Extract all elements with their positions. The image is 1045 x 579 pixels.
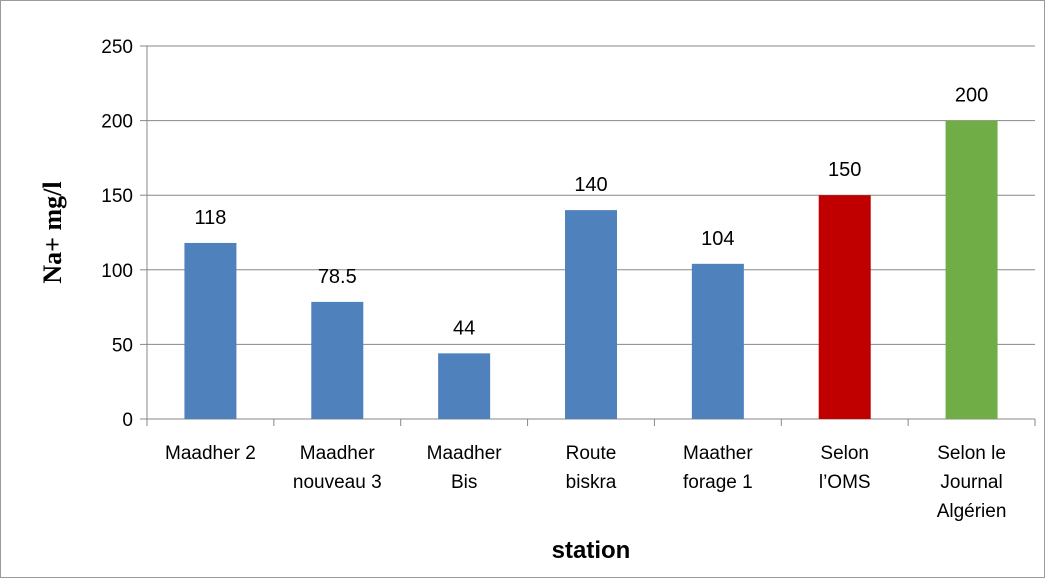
bar (818, 195, 871, 419)
category-label: Algérien (937, 501, 1007, 522)
category-label: forage 1 (683, 472, 753, 493)
category-label: Route (566, 443, 617, 464)
category-label: Maadher (300, 443, 376, 464)
bars (184, 120, 998, 419)
category-labels: Maadher 2 Maadher nouveau 3 Maadher Bis Route… (146, 419, 1036, 522)
bar (565, 210, 617, 419)
category-label: Selon le (937, 443, 1006, 464)
category-label: Maadher (427, 443, 503, 464)
category-label: l’OMS (819, 472, 871, 493)
data-label: 78.5 (318, 266, 357, 288)
data-label: 200 (955, 85, 988, 107)
category-label: nouveau 3 (293, 472, 382, 493)
y-tick-label: 50 (112, 335, 133, 356)
category-label: Bis (451, 472, 477, 493)
y-tick-label: 200 (101, 112, 133, 133)
y-tick-label: 250 (101, 37, 133, 58)
data-label: 140 (574, 174, 607, 196)
y-tick-label: 150 (101, 186, 133, 207)
data-label: 44 (453, 317, 475, 339)
category-label: Maather (683, 443, 753, 464)
bar (438, 353, 491, 419)
bar (945, 120, 998, 419)
bar (691, 263, 744, 419)
y-axis-title: Na+ mg/l (38, 181, 67, 283)
x-axis-title: station (552, 537, 631, 564)
data-labels: 118 78.5 44 140 104 150 200 (194, 85, 988, 340)
bar (184, 242, 237, 419)
category-label: Selon (820, 443, 869, 464)
data-label: 104 (701, 228, 734, 250)
category-label: Maadher 2 (165, 443, 256, 464)
data-label: 118 (194, 207, 226, 229)
y-tick-labels: 0 50 100 150 200 250 (101, 37, 147, 431)
category-label: Journal (940, 472, 1002, 493)
data-label: 150 (828, 159, 861, 181)
category-label: biskra (566, 472, 617, 493)
y-tick-label: 100 (101, 261, 133, 282)
gridlines (147, 45, 1035, 345)
y-tick-label: 0 (122, 410, 133, 431)
bar (311, 301, 364, 419)
